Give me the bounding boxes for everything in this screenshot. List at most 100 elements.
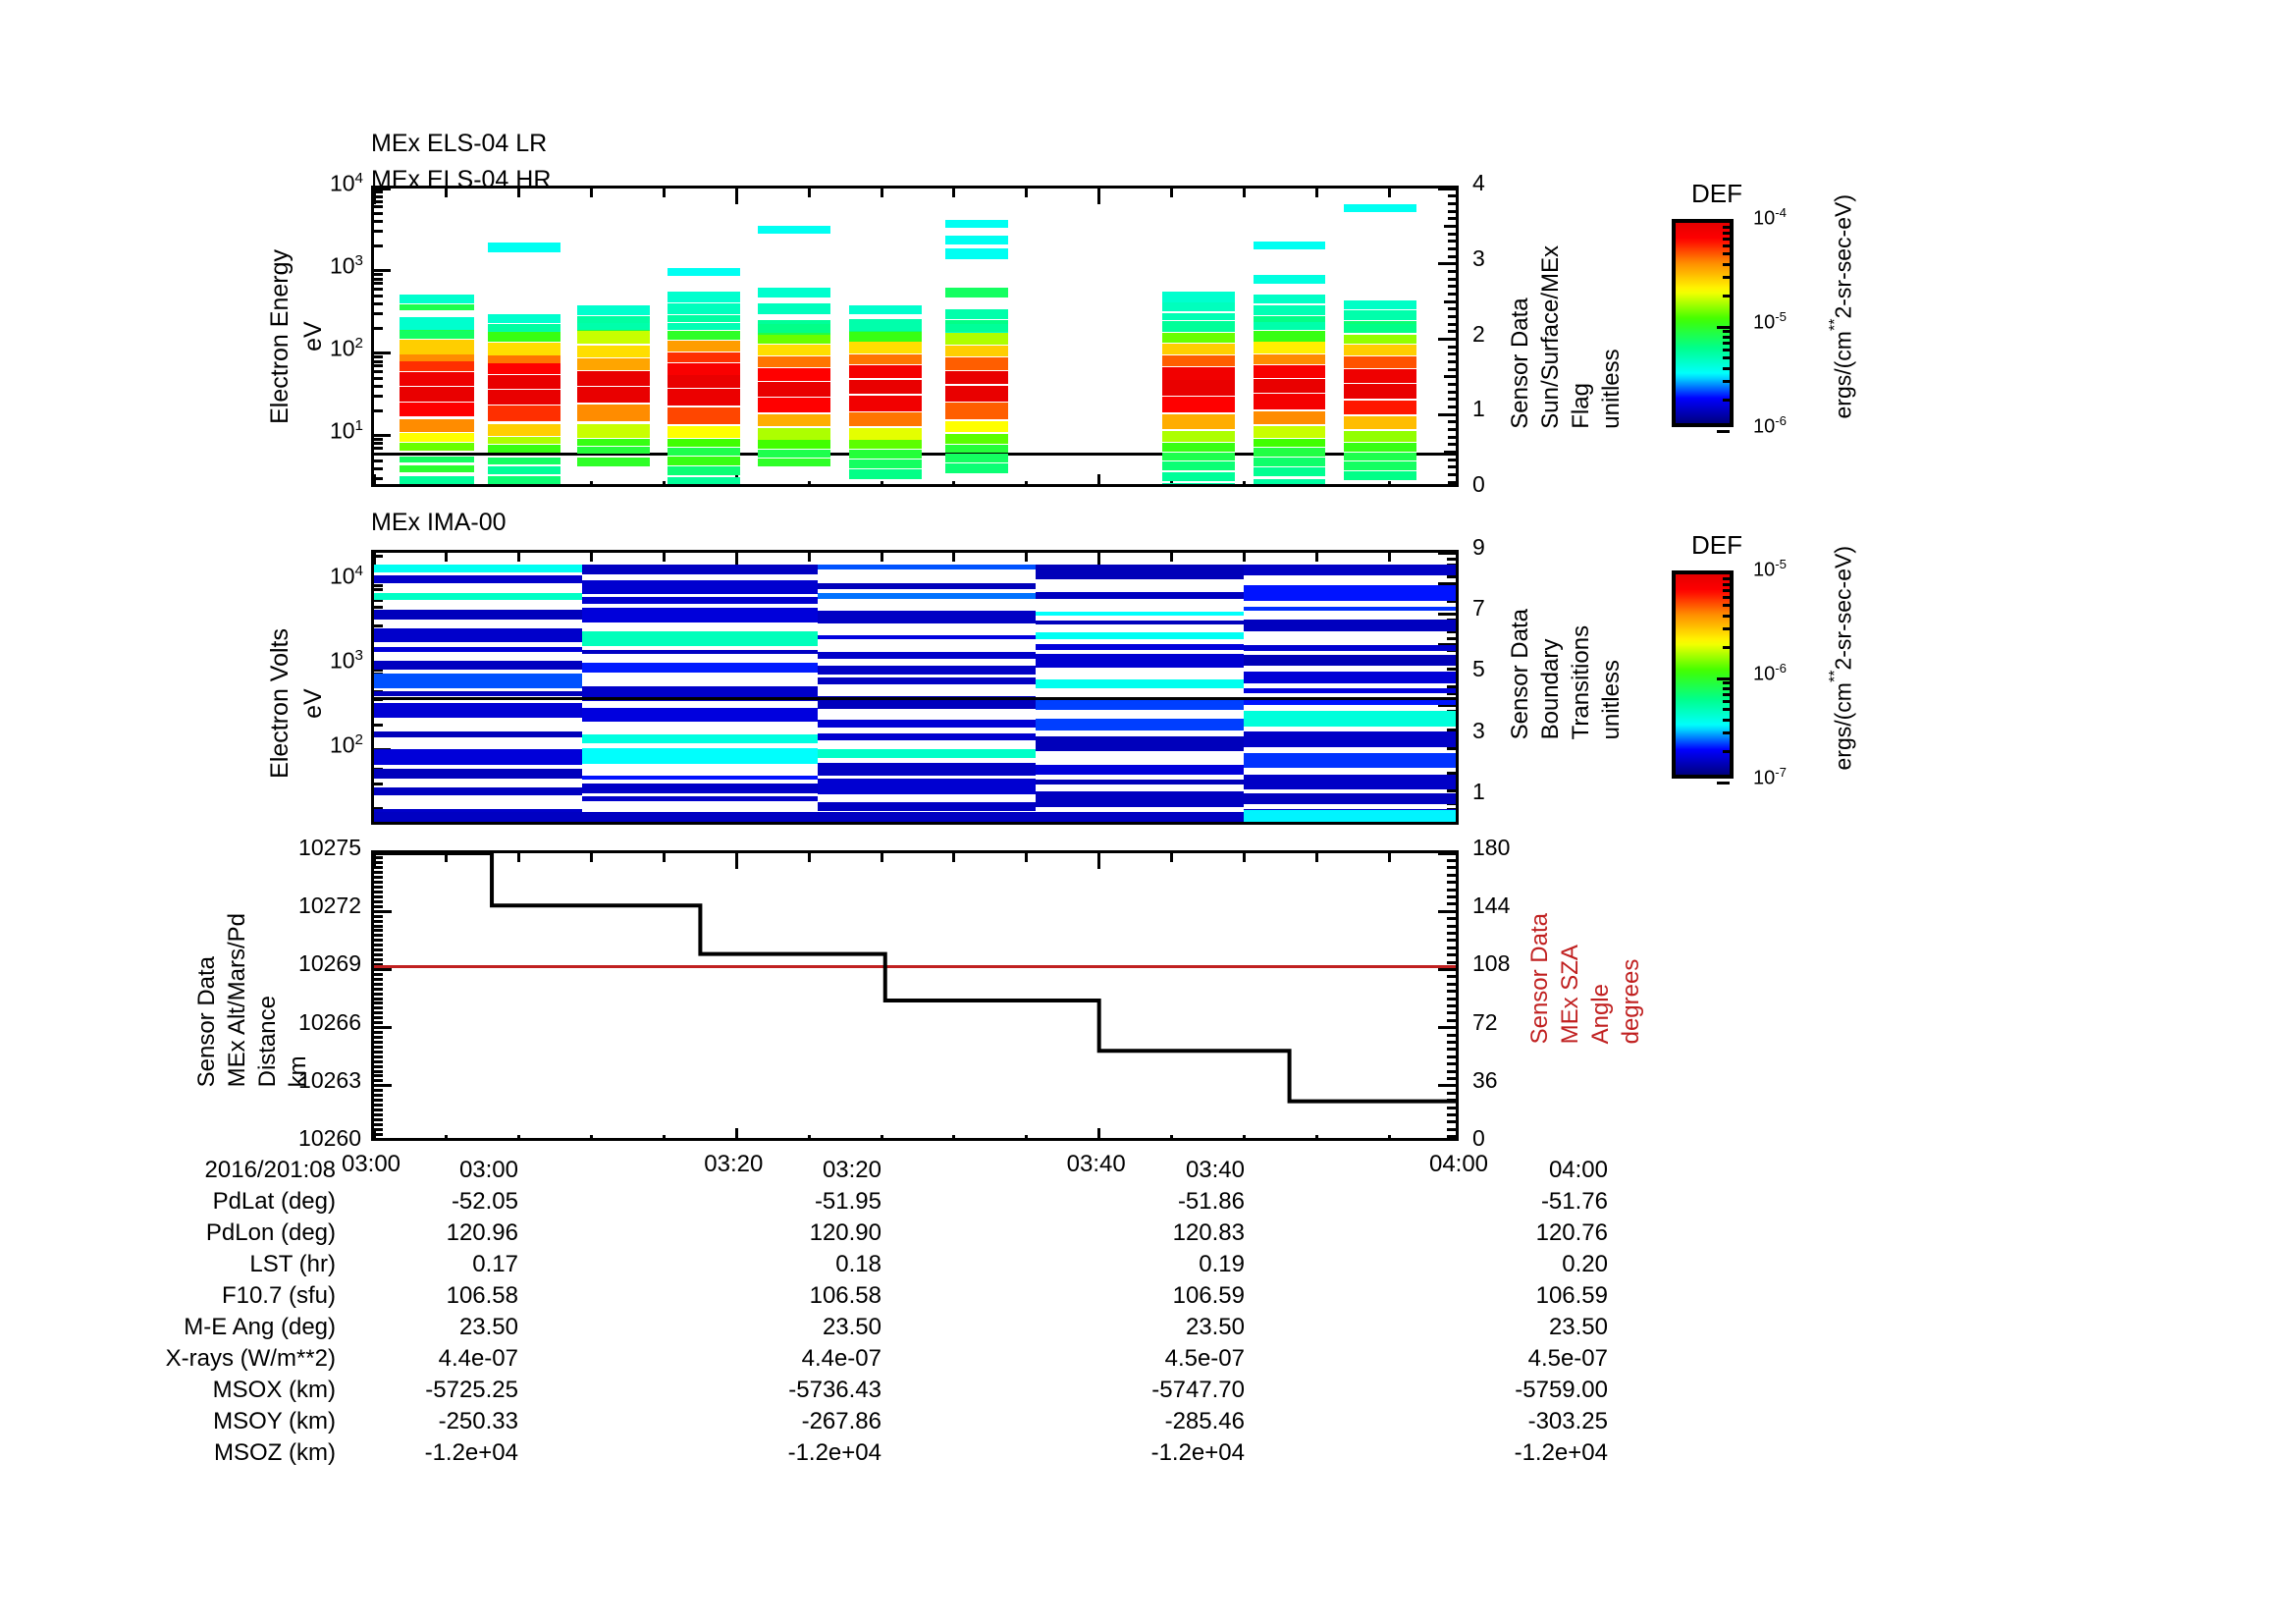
table-spacer — [520, 1438, 713, 1468]
table-spacer — [520, 1250, 713, 1279]
colorbar1[interactable] — [1672, 219, 1734, 433]
colorbar1-tick-label: 10-6 — [1753, 413, 1787, 438]
table-cell: -303.25 — [1527, 1408, 1608, 1434]
table-cell: -5747.70 — [1151, 1377, 1245, 1403]
panel1-yright-tick-label: 4 — [1472, 170, 1485, 195]
table-cell: 03:00 — [458, 1157, 518, 1183]
table-spacer — [1247, 1250, 1439, 1279]
table-row: LST (hr) 0.17 0.18 0.19 0.20 — [2, 1250, 1608, 1279]
table-spacer — [520, 1376, 713, 1405]
table-spacer — [883, 1438, 1076, 1468]
panel3-yright-tick-label: 144 — [1472, 893, 1511, 919]
table-spacer — [883, 1313, 1076, 1342]
colorbar2-tick-label: 10-6 — [1753, 661, 1787, 685]
table-cell: 0.18 — [835, 1251, 881, 1277]
table-spacer — [520, 1156, 713, 1185]
spectrogram-column — [818, 553, 1037, 822]
table-spacer — [1247, 1156, 1439, 1185]
spectrogram-column — [1244, 553, 1456, 822]
table-cell: 0.19 — [1199, 1251, 1245, 1277]
table-cell: -1.2e+04 — [1514, 1439, 1608, 1466]
table-cell: -267.86 — [801, 1408, 881, 1434]
spectrogram-column — [1253, 189, 1326, 484]
table-cell: 106.59 — [1172, 1282, 1245, 1309]
spectrogram-column — [374, 553, 583, 822]
table-cell: 120.76 — [1535, 1219, 1608, 1246]
table-spacer — [883, 1281, 1076, 1311]
table-cell: 0.17 — [472, 1251, 518, 1277]
table-cell: 4.4e-07 — [801, 1345, 881, 1372]
table-cell: -52.05 — [451, 1188, 518, 1215]
panel1-yright-tick-label: 1 — [1472, 396, 1485, 422]
table-spacer — [1247, 1344, 1439, 1374]
panel1-spectrogram[interactable] — [371, 186, 1459, 487]
table-row-label: PdLat (deg) — [212, 1188, 336, 1215]
table-cell: 120.83 — [1172, 1219, 1245, 1246]
x-axis-tick-label: 03:40 — [1066, 1151, 1126, 1177]
table-spacer — [883, 1376, 1076, 1405]
panel3-altitude-plot[interactable] — [371, 850, 1459, 1141]
table-spacer — [883, 1407, 1076, 1436]
panel2-spectrogram[interactable] — [371, 550, 1459, 825]
panel3-yleft-tick-label: 10272 — [298, 893, 361, 919]
spectrogram-column — [582, 553, 819, 822]
panel2-ytick-label: 104 — [329, 563, 363, 590]
panel2-ytick-label: 103 — [329, 647, 363, 674]
colorbar2[interactable] — [1672, 570, 1734, 784]
panel2-yright-tick-label: 5 — [1472, 656, 1485, 682]
colorbar2-tick-label: 10-5 — [1753, 557, 1787, 581]
table-row: X-rays (W/m**2) 4.4e-07 4.4e-07 4.5e-07 4.5e… — [2, 1344, 1608, 1374]
table-row-label: MSOY (km) — [213, 1408, 336, 1434]
colorbar1-tick-label: 10-5 — [1753, 309, 1787, 334]
panel3-yright-tick-label: 36 — [1472, 1066, 1498, 1093]
panel3-yleft-tick-label: 10275 — [298, 835, 361, 860]
table-row: M-E Ang (deg) 23.50 23.50 23.50 23.50 — [2, 1313, 1608, 1342]
table-spacer — [520, 1313, 713, 1342]
table-spacer — [520, 1218, 713, 1248]
table-cell: -51.76 — [1540, 1188, 1608, 1215]
table-spacer — [883, 1218, 1076, 1248]
panel2-ytick-label: 102 — [329, 730, 363, 758]
table-spacer — [1247, 1407, 1439, 1436]
table-cell: -5725.25 — [425, 1377, 518, 1403]
table-cell: -250.33 — [438, 1408, 518, 1434]
spectrogram-column — [944, 189, 1009, 484]
table-cell: -1.2e+04 — [787, 1439, 881, 1466]
table-row: 2016/201:08 03:00 03:20 03:40 04:00 — [2, 1156, 1608, 1185]
altitude-step-line — [374, 853, 1456, 1104]
panel2-title: MEx IMA-00 — [371, 509, 507, 536]
spectrogram-column — [758, 189, 831, 484]
panel3-yleft-tick-label: 10263 — [298, 1066, 361, 1093]
table-cell: 120.96 — [446, 1219, 518, 1246]
table-cell: 23.50 — [1185, 1314, 1245, 1340]
table-cell: 4.4e-07 — [438, 1345, 518, 1372]
table-row-label: X-rays (W/m**2) — [165, 1345, 336, 1372]
table-spacer — [1247, 1281, 1439, 1311]
table-cell: 0.20 — [1562, 1251, 1608, 1277]
panel1-yright-tick-label: 3 — [1472, 244, 1485, 271]
table-row-label: M-E Ang (deg) — [184, 1314, 336, 1340]
table-cell: 23.50 — [458, 1314, 518, 1340]
table-row: MSOY (km) -250.33 -267.86 -285.46 -303.25 — [2, 1407, 1608, 1436]
colorbar1-unit-label: ergs/(cm**2-sr-sec-eV) — [1826, 194, 1856, 419]
panel2-yright-tick-label: 9 — [1472, 534, 1485, 560]
table-cell: 03:20 — [822, 1157, 881, 1183]
table-cell: -5736.43 — [788, 1377, 881, 1403]
table-spacer — [520, 1187, 713, 1217]
spectrogram-column — [848, 189, 922, 484]
panel3-yleft-tick-label: 10266 — [298, 1008, 361, 1035]
panel1-y-right-label: Sensor Data Sun/Surface/MEx Flag unitless — [1507, 245, 1625, 429]
table-cell: 03:40 — [1185, 1157, 1245, 1183]
table-cell: 106.58 — [809, 1282, 881, 1309]
spectrogram-column — [399, 189, 474, 484]
table-spacer — [883, 1250, 1076, 1279]
spectrogram-column — [1343, 189, 1416, 484]
table-spacer — [520, 1344, 713, 1374]
table-row: F10.7 (sfu) 106.58 106.58 106.59 106.59 — [2, 1281, 1608, 1311]
spectrogram-column — [576, 189, 650, 484]
table-spacer — [883, 1344, 1076, 1374]
table-row-label: PdLon (deg) — [205, 1219, 336, 1246]
table-cell: 4.5e-07 — [1527, 1345, 1608, 1372]
table-cell: -51.86 — [1177, 1188, 1245, 1215]
table-spacer — [1247, 1438, 1439, 1468]
